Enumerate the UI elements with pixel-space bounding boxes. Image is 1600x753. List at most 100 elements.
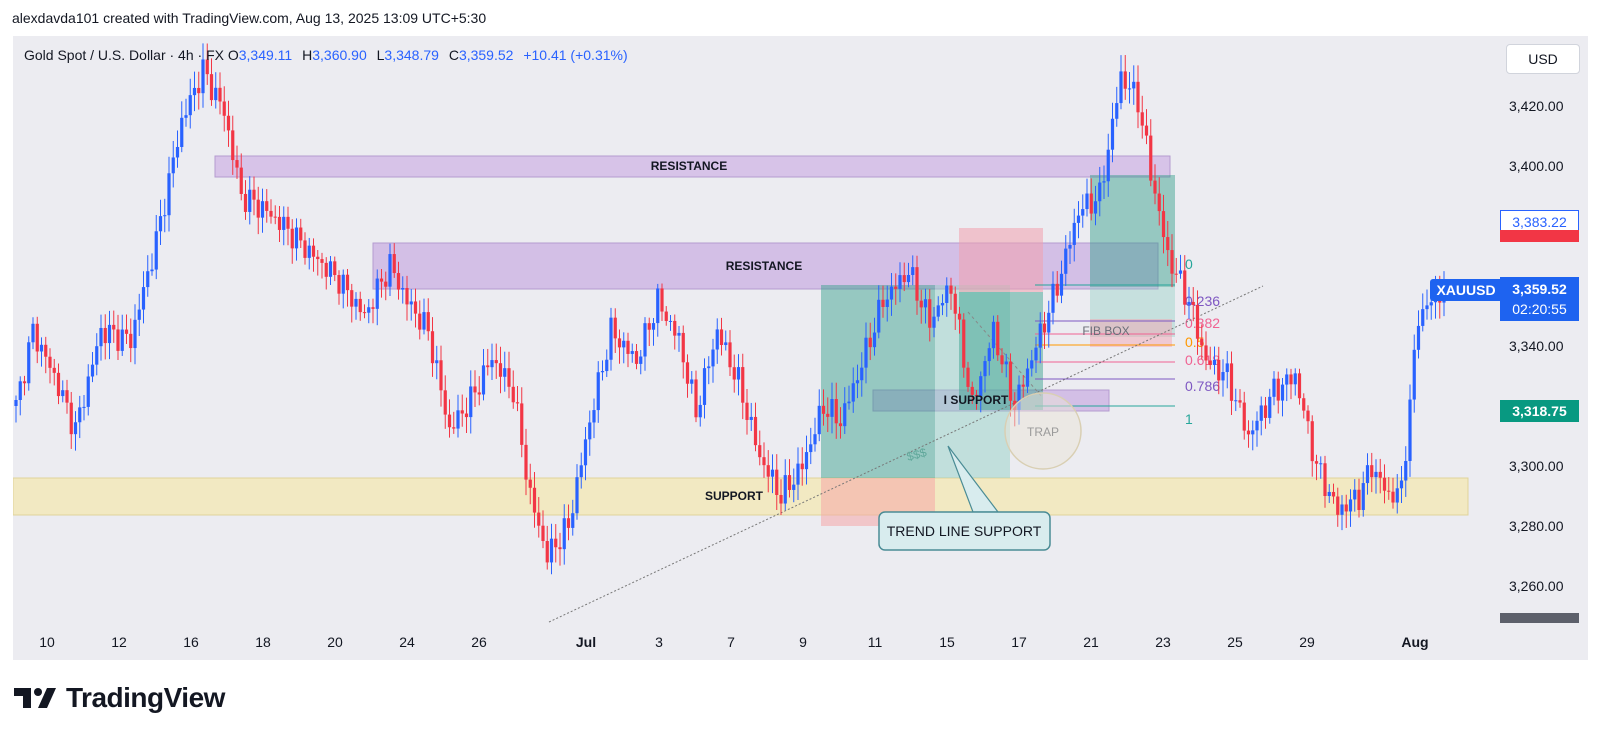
candle-body[interactable] [851, 383, 855, 402]
candle-body[interactable] [426, 312, 430, 332]
candle-body[interactable] [490, 360, 494, 368]
candle-body[interactable] [358, 298, 362, 313]
candle-body[interactable] [537, 512, 541, 526]
candle-body[interactable] [35, 323, 39, 352]
candle-body[interactable] [1076, 215, 1081, 223]
candle-body[interactable] [260, 201, 265, 218]
candle-body[interactable] [163, 215, 167, 217]
candle-body[interactable] [184, 115, 188, 118]
candle-body[interactable] [1191, 301, 1195, 305]
candle-body[interactable] [974, 394, 979, 397]
candle-body[interactable] [528, 479, 532, 488]
candle-body[interactable] [1378, 471, 1382, 478]
candle-body[interactable] [838, 423, 843, 427]
candle-body[interactable] [1251, 430, 1255, 435]
candle-body[interactable] [622, 340, 626, 348]
candle-body[interactable] [1183, 270, 1187, 305]
candle-body[interactable] [1025, 368, 1030, 387]
candle-body[interactable] [1429, 302, 1433, 306]
candle-body[interactable] [507, 368, 511, 387]
candle-body[interactable] [889, 286, 894, 300]
candle-body[interactable] [1106, 149, 1110, 182]
candle-body[interactable] [843, 403, 847, 427]
candle-body[interactable] [1225, 363, 1229, 373]
candle-body[interactable] [1085, 193, 1089, 210]
candle-body[interactable] [613, 317, 617, 339]
candle-body[interactable] [1068, 244, 1072, 249]
candle-body[interactable] [1221, 372, 1225, 381]
candle-body[interactable] [371, 307, 375, 309]
candle-body[interactable] [65, 390, 69, 403]
candle-body[interactable] [1017, 384, 1021, 410]
candle-body[interactable] [1030, 360, 1034, 369]
candle-body[interactable] [1047, 312, 1051, 333]
candle-body[interactable] [511, 386, 515, 403]
candle-body[interactable] [596, 372, 600, 411]
candle-body[interactable] [201, 59, 205, 94]
candle-body[interactable] [1204, 345, 1208, 361]
candle-body[interactable] [987, 348, 991, 362]
candle-body[interactable] [1200, 338, 1204, 346]
candle-body[interactable] [52, 367, 56, 373]
candle-body[interactable] [1093, 201, 1098, 214]
candle-body[interactable] [656, 288, 660, 324]
candle-body[interactable] [235, 160, 239, 168]
chart-panel[interactable]: 0 0.236 0.382 0.5 0.618 0.786 1 TRAP RESISTANC… [13, 36, 1588, 660]
candle-body[interactable] [724, 342, 728, 346]
candle-body[interactable] [107, 324, 112, 344]
candle-body[interactable] [73, 422, 78, 435]
candle-body[interactable] [554, 538, 558, 548]
candle-body[interactable] [588, 422, 592, 440]
candle-body[interactable] [1115, 103, 1119, 119]
resistance-zone-upper[interactable] [214, 155, 1171, 178]
candle-body[interactable] [1399, 480, 1404, 489]
candle-body[interactable] [422, 312, 426, 330]
candle-body[interactable] [214, 87, 218, 101]
candle-body[interactable] [766, 465, 770, 477]
candle-body[interactable] [1149, 135, 1153, 181]
candle-body[interactable] [698, 404, 702, 418]
candle-body[interactable] [932, 316, 936, 328]
candle-body[interactable] [579, 465, 583, 478]
candle-body[interactable] [541, 525, 545, 542]
candle-body[interactable] [605, 359, 609, 372]
candle-body[interactable] [872, 332, 877, 348]
candle-body[interactable] [154, 231, 158, 270]
candle-body[interactable] [609, 317, 613, 360]
candle-body[interactable] [31, 323, 35, 343]
candle-body[interactable] [1059, 273, 1064, 296]
candle-body[interactable] [392, 254, 396, 274]
candle-body[interactable] [1072, 222, 1076, 245]
candle-body[interactable] [966, 367, 970, 387]
candle-body[interactable] [515, 402, 520, 404]
candle-body[interactable] [14, 400, 18, 406]
candle-body[interactable] [847, 401, 851, 404]
candle-body[interactable] [681, 332, 685, 363]
candle-body[interactable] [1238, 400, 1242, 403]
candle-body[interactable] [1268, 396, 1272, 418]
candle-body[interactable] [634, 351, 639, 364]
candle-body[interactable] [532, 487, 537, 513]
candle-body[interactable] [460, 410, 464, 414]
symbol-description[interactable]: Gold Spot / U.S. Dollar · 4h · FX [24, 47, 224, 63]
candle-body[interactable] [418, 313, 422, 330]
candle-body[interactable] [222, 101, 226, 116]
candle-body[interactable] [1000, 355, 1004, 365]
candle-body[interactable] [311, 245, 316, 257]
candle-body[interactable] [320, 259, 324, 263]
candle-body[interactable] [1285, 374, 1289, 385]
candle-body[interactable] [1089, 193, 1093, 214]
candle-body[interactable] [269, 210, 273, 217]
candle-body[interactable] [265, 201, 269, 211]
candle-body[interactable] [787, 475, 792, 490]
candle-body[interactable] [345, 274, 350, 291]
symbol-price-tag[interactable]: XAUUSD [1430, 279, 1502, 301]
candle-body[interactable] [226, 115, 231, 131]
candle-body[interactable] [673, 320, 677, 336]
candle-body[interactable] [401, 287, 405, 290]
candle-body[interactable] [175, 146, 180, 158]
candle-body[interactable] [252, 189, 256, 200]
candle-body[interactable] [405, 287, 409, 305]
candle-body[interactable] [447, 414, 452, 428]
candle-body[interactable] [464, 413, 469, 418]
